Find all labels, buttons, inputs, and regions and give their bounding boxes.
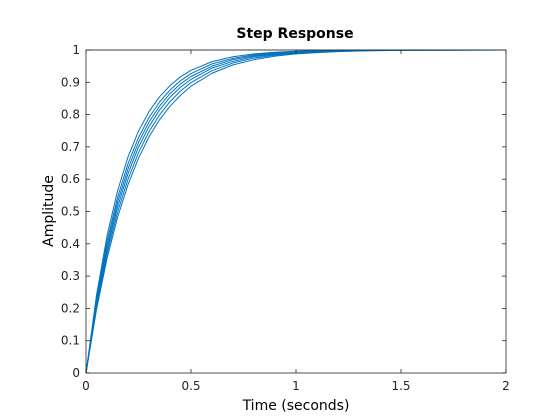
y-tick-label: 0.8 bbox=[61, 108, 80, 122]
series-line-6 bbox=[85, 49, 507, 374]
y-tick-label: 0.9 bbox=[61, 75, 80, 89]
x-tick-label: 1.5 bbox=[391, 379, 410, 393]
plot-area bbox=[86, 50, 506, 373]
x-tick-label: 1 bbox=[292, 379, 300, 393]
y-tick-label: 0.3 bbox=[61, 269, 80, 283]
y-axis-label: Amplitude bbox=[41, 175, 57, 247]
y-tick-label: 0.7 bbox=[61, 140, 80, 154]
axes-frame bbox=[85, 49, 507, 374]
x-axis-label: Time (seconds) bbox=[242, 398, 350, 414]
x-tick-label: 2 bbox=[502, 379, 510, 393]
series-group bbox=[85, 49, 507, 374]
chart-title: Step Response bbox=[236, 26, 353, 42]
x-tick-label: 0 bbox=[82, 379, 90, 393]
y-tick-label: 0.1 bbox=[61, 334, 80, 348]
y-tick-label: 0.6 bbox=[61, 172, 80, 186]
y-tick-label: 0.4 bbox=[61, 237, 80, 251]
y-tick-label: 0.2 bbox=[61, 301, 80, 315]
x-tick-label: 0.5 bbox=[181, 379, 200, 393]
y-tick-label: 0 bbox=[72, 366, 80, 380]
y-tick-label: 0.5 bbox=[61, 205, 80, 219]
y-tick-label: 1 bbox=[72, 43, 80, 57]
